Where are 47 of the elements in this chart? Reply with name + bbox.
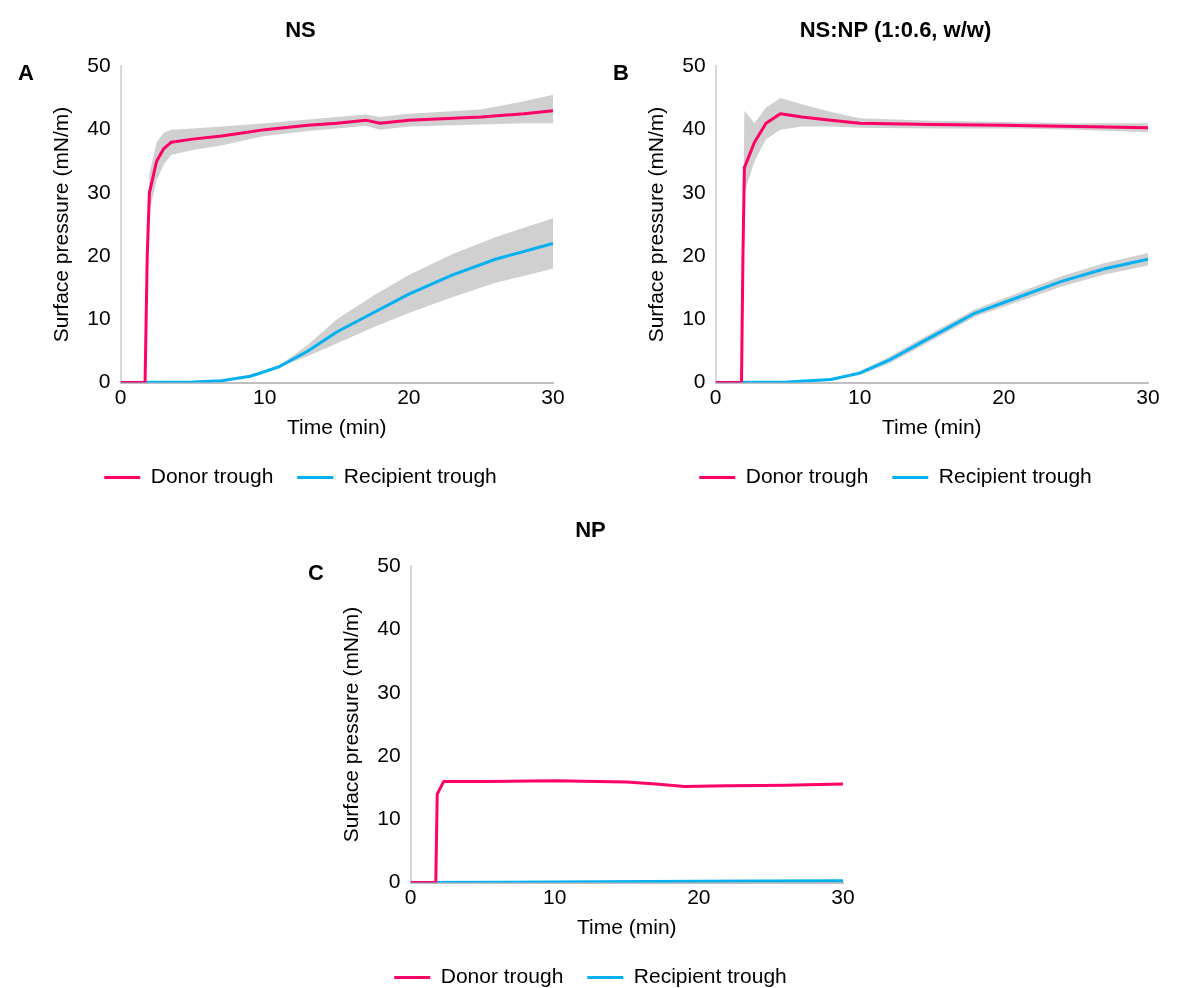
y-tick-label: 30: [682, 179, 706, 203]
legend-label: Donor trough: [440, 964, 564, 988]
x-tick-label: 30: [1136, 385, 1160, 408]
x-tick-label: 10: [543, 885, 567, 908]
x-tick-label: 0: [114, 385, 127, 408]
y-axis-title: Surface pressure (mN/m): [49, 106, 73, 343]
x-tick-label: 10: [253, 385, 277, 408]
y-tick-label: 50: [87, 53, 111, 77]
x-tick-label: 30: [831, 885, 855, 908]
y-tick-label: 0: [693, 369, 706, 393]
y-tick-label: 30: [377, 679, 401, 703]
x-tick-label: 0: [709, 385, 722, 408]
legend-label: Recipient trough: [938, 464, 1092, 488]
y-tick-label: 50: [377, 553, 401, 577]
x-tick-label: 20: [992, 385, 1016, 408]
legend-label: Recipient trough: [343, 464, 497, 488]
x-tick-label: 10: [848, 385, 872, 408]
text: B: [613, 60, 629, 86]
y-axis-title: Surface pressure (mN/m): [339, 606, 363, 843]
y-tick-label: 0: [98, 369, 111, 393]
y-tick-label: 20: [682, 242, 706, 266]
x-tick-label: 0: [404, 885, 417, 908]
x-axis-title: Time (min): [577, 915, 677, 939]
y-tick-label: 20: [377, 742, 401, 766]
y-tick-label: 20: [87, 242, 111, 266]
y-tick-label: 40: [377, 616, 401, 640]
chart-title: NS:NP (1:0.6, w/w): [799, 17, 992, 43]
chart-title: NP: [575, 517, 606, 543]
y-tick-label: 30: [87, 179, 111, 203]
y-tick-label: 10: [87, 306, 111, 330]
chart-title: NS: [285, 17, 316, 43]
legend-label: Recipient trough: [633, 964, 787, 988]
legend-label: Donor trough: [150, 464, 274, 488]
y-tick-label: 40: [682, 116, 706, 140]
x-tick-label: 30: [541, 385, 565, 408]
text: C: [308, 560, 324, 586]
y-tick-label: 10: [377, 806, 401, 830]
legend-label: Donor trough: [745, 464, 869, 488]
x-axis-title: Time (min): [882, 415, 982, 439]
y-tick-label: 50: [682, 53, 706, 77]
x-axis-title: Time (min): [287, 415, 387, 439]
y-tick-label: 0: [388, 869, 401, 893]
text: A: [18, 60, 34, 86]
y-axis-title: Surface pressure (mN/m): [644, 106, 668, 343]
y-tick-label: 10: [682, 306, 706, 330]
y-tick-label: 40: [87, 116, 111, 140]
x-tick-label: 20: [397, 385, 421, 408]
